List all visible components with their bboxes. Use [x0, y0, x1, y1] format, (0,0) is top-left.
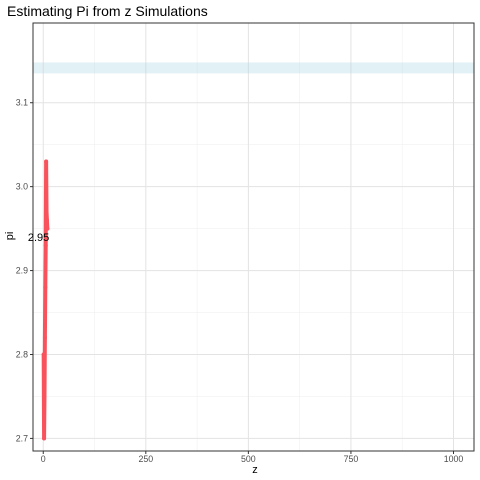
series-point — [44, 209, 49, 214]
pi-reference-band — [33, 62, 474, 74]
x-tick-label: 0 — [41, 454, 46, 464]
x-axis-title: z — [252, 464, 258, 476]
y-axis-title: pi — [4, 232, 16, 241]
series-point — [45, 226, 50, 231]
y-tick-label: 2.9 — [16, 266, 28, 276]
series-point — [43, 243, 48, 248]
series-point — [42, 394, 47, 399]
series-point — [43, 285, 48, 290]
plot-border — [32, 22, 475, 452]
data-labels: 2.95 — [28, 232, 49, 244]
x-axis-ticks: 0 250 500 750 1000 — [41, 451, 464, 464]
y-tick-label: 2.7 — [16, 433, 28, 443]
y-tick-label: 2.8 — [16, 349, 28, 359]
chart-title: Estimating Pi from z Simulations — [7, 3, 208, 19]
x-tick-label: 500 — [241, 454, 256, 464]
y-tick-label: 3.0 — [16, 182, 28, 192]
x-tick-label: 1000 — [444, 454, 464, 464]
y-tick-label: 3.1 — [16, 98, 28, 108]
plot-panel — [33, 23, 474, 451]
series-point — [41, 352, 46, 357]
x-tick-label: 750 — [344, 454, 359, 464]
series-point — [42, 335, 47, 340]
series-point — [44, 218, 49, 223]
series-line — [41, 159, 50, 441]
series-point — [42, 436, 47, 441]
minor-gridlines — [33, 23, 474, 451]
x-tick-label: 250 — [138, 454, 153, 464]
series-layer — [41, 159, 50, 441]
series-point — [44, 159, 49, 164]
current-estimate-label: 2.95 — [28, 232, 49, 244]
reference-band-layer — [33, 62, 474, 74]
y-axis-ticks: 2.7 2.8 2.9 3.0 3.1 — [16, 98, 33, 443]
major-gridlines — [33, 23, 474, 451]
